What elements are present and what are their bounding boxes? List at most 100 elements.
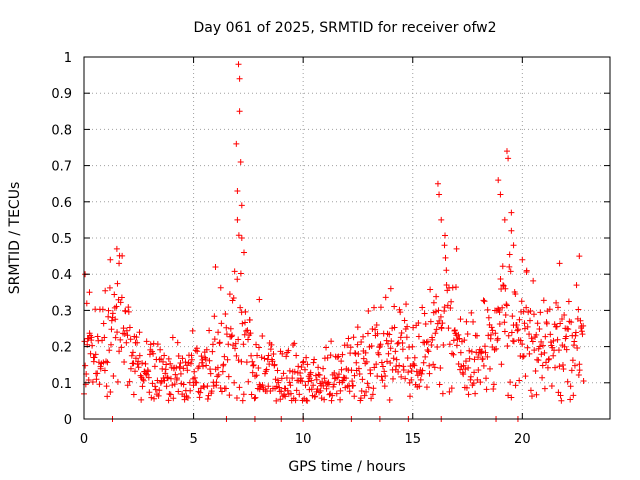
data-point	[371, 304, 378, 311]
data-point	[438, 325, 445, 332]
data-point	[578, 328, 585, 335]
data-point	[500, 282, 507, 289]
data-point	[379, 363, 386, 370]
data-point	[235, 336, 242, 343]
data-point	[273, 397, 280, 404]
data-point	[265, 383, 272, 390]
data-point	[114, 378, 121, 385]
data-point	[142, 360, 149, 367]
data-point	[145, 374, 152, 381]
data-point	[515, 326, 522, 333]
data-point	[125, 308, 132, 315]
data-point	[161, 352, 168, 359]
data-point	[398, 373, 405, 380]
data-point	[128, 352, 135, 359]
data-point	[563, 333, 570, 340]
data-point	[403, 301, 410, 308]
x-tick-label: 20	[514, 432, 531, 447]
data-point	[228, 333, 235, 340]
data-point	[554, 336, 561, 343]
y-tick-label: 0.8	[51, 123, 72, 138]
data-point	[464, 330, 471, 337]
data-point	[439, 320, 446, 327]
data-point	[550, 352, 557, 359]
data-point	[299, 378, 306, 385]
data-point	[493, 345, 500, 352]
data-point	[449, 284, 456, 291]
data-point	[135, 358, 142, 365]
data-point	[450, 337, 457, 344]
data-point	[556, 260, 563, 267]
data-point	[206, 327, 213, 334]
data-point	[541, 349, 548, 356]
data-point	[249, 358, 256, 365]
data-point	[242, 319, 249, 326]
data-point	[370, 385, 377, 392]
data-point	[421, 310, 428, 317]
data-point	[553, 299, 560, 306]
data-point	[431, 364, 438, 371]
data-point	[179, 355, 186, 362]
data-point	[298, 364, 305, 371]
data-point	[345, 335, 352, 342]
data-point	[136, 352, 143, 359]
data-point	[508, 209, 515, 216]
data-point	[503, 148, 510, 155]
data-point	[117, 336, 124, 343]
data-point	[494, 335, 501, 342]
data-point	[565, 326, 572, 333]
data-point	[278, 375, 285, 382]
data-point	[299, 359, 306, 366]
data-point	[371, 364, 378, 371]
data-point	[546, 306, 553, 313]
data-point	[204, 383, 211, 390]
data-point	[343, 375, 350, 382]
data-point	[390, 375, 397, 382]
data-point	[187, 360, 194, 367]
data-point	[350, 382, 357, 389]
data-point	[506, 251, 513, 258]
data-point	[457, 349, 464, 356]
x-tick-label: 10	[295, 432, 312, 447]
data-point	[116, 260, 123, 267]
data-point	[534, 320, 541, 327]
data-point	[203, 362, 210, 369]
data-point	[225, 341, 232, 348]
data-point	[419, 304, 426, 311]
data-point	[558, 316, 565, 323]
data-point	[124, 382, 131, 389]
data-point	[489, 327, 496, 334]
data-point	[547, 339, 554, 346]
data-point	[320, 382, 327, 389]
y-tick-label: 0.4	[51, 268, 72, 283]
data-point	[543, 359, 550, 366]
data-point	[385, 350, 392, 357]
data-point	[310, 382, 317, 389]
data-point	[232, 345, 239, 352]
data-point	[118, 344, 125, 351]
data-point	[104, 359, 111, 366]
y-axis-label: SRMTID / TECUs	[7, 182, 23, 295]
data-point	[467, 373, 474, 380]
data-point	[240, 391, 247, 398]
data-point	[453, 342, 460, 349]
data-point	[568, 367, 575, 374]
data-point	[293, 387, 300, 394]
data-point	[88, 334, 95, 341]
data-point	[436, 381, 443, 388]
data-point	[245, 378, 252, 385]
data-point	[117, 299, 124, 306]
data-point	[119, 252, 126, 259]
data-point	[520, 352, 527, 359]
data-point	[456, 335, 463, 342]
data-point	[292, 397, 299, 404]
data-point	[244, 327, 251, 334]
data-point	[232, 340, 239, 347]
data-point	[496, 320, 503, 327]
data-point	[317, 387, 324, 394]
data-point	[378, 359, 385, 366]
data-point	[222, 385, 229, 392]
data-point	[105, 313, 112, 320]
data-point	[223, 324, 230, 331]
data-point	[250, 361, 257, 368]
